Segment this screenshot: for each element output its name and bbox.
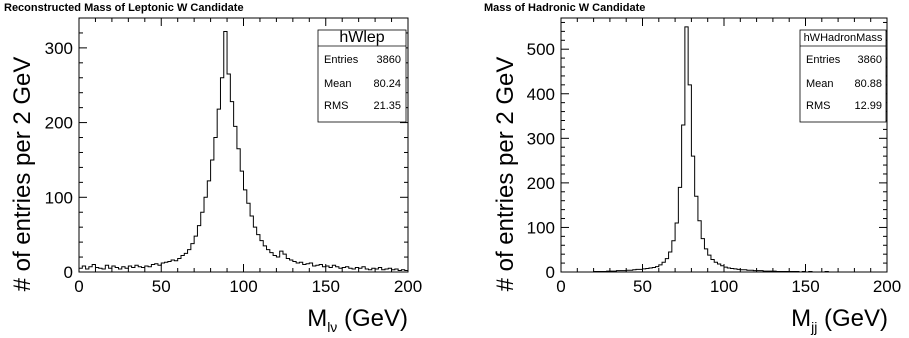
stats-rms-label: RMS [324, 100, 348, 112]
stats-rms-value: 21.35 [373, 100, 401, 112]
y-tick-label: 300 [45, 39, 73, 58]
stats-entries-label: Entries [324, 54, 359, 66]
stats-box-frame [317, 29, 407, 123]
stats-rms-value: 12.99 [854, 100, 882, 112]
x-axis-label: Mlν (GeV) [307, 305, 408, 335]
x-tick-label: 150 [312, 277, 340, 296]
stats-entries-label: Entries [806, 54, 841, 66]
stats-box-frame [799, 29, 887, 123]
histogram-line [78, 30, 409, 272]
chart-title: Reconstructed Mass of Leptonic W Candida… [4, 2, 244, 14]
axis-ticks [78, 17, 409, 273]
y-axis-label: # of entries per 2 GeV [9, 57, 36, 292]
stats-entries-value: 3860 [377, 54, 401, 66]
x-axis-label-unit: (GeV) [817, 305, 888, 332]
x-tick-label: 0 [556, 277, 565, 296]
chart-title: Mass of Hadronic W Candidate [484, 2, 645, 14]
x-axis-label: Mjj (GeV) [791, 305, 888, 335]
stats-entries-value: 3860 [858, 54, 882, 66]
y-tick-label: 0 [64, 263, 73, 282]
x-tick-label: 0 [74, 277, 83, 296]
y-tick-label: 0 [546, 263, 555, 282]
tick-labels: 0 50 100 150 200 0 100 200 300 400 500 [527, 40, 902, 296]
x-axis-label-main: M [307, 305, 327, 332]
x-tick-label: 200 [873, 277, 901, 296]
stats-box-name: hWlep [339, 29, 384, 46]
x-tick-label: 150 [791, 277, 819, 296]
stats-mean-value: 80.24 [373, 78, 401, 90]
stats-mean-value: 80.88 [854, 78, 882, 90]
y-tick-label: 500 [527, 40, 555, 59]
leptonic-w-panel: Reconstructed Mass of Leptonic W Candida… [4, 2, 422, 335]
stats-box: hWlep Entries 3860 Mean 80.24 RMS 21.35 [317, 29, 407, 123]
tick-labels: 0 50 100 150 200 0 100 200 300 [45, 39, 423, 296]
stats-rms-label: RMS [806, 100, 830, 112]
y-tick-label: 100 [45, 188, 73, 207]
stats-box: hWHadronMass Entries 3860 Mean 80.88 RMS… [799, 29, 887, 123]
y-tick-label: 200 [527, 174, 555, 193]
y-tick-label: 200 [45, 114, 73, 133]
x-tick-label: 100 [710, 277, 738, 296]
x-axis-label-main: M [791, 305, 811, 332]
stats-box-name: hWHadronMass [804, 32, 883, 44]
histogram-line [561, 26, 887, 273]
y-tick-label: 400 [527, 85, 555, 104]
x-axis-label-subscript: lν [327, 319, 337, 335]
stats-mean-label: Mean [806, 78, 834, 90]
x-axis-label-unit: (GeV) [337, 305, 408, 332]
x-axis-label-subscript: jj [810, 319, 817, 335]
x-tick-label: 50 [152, 277, 171, 296]
x-tick-label: 200 [394, 277, 422, 296]
x-tick-label: 50 [633, 277, 652, 296]
y-axis-label: # of entries per 2 GeV [492, 57, 519, 292]
stats-mean-label: Mean [324, 78, 352, 90]
x-tick-label: 100 [229, 277, 257, 296]
hadronic-w-panel: Mass of Hadronic W Candidate # of entrie… [484, 2, 901, 335]
y-tick-label: 300 [527, 129, 555, 148]
y-tick-label: 100 [527, 218, 555, 237]
